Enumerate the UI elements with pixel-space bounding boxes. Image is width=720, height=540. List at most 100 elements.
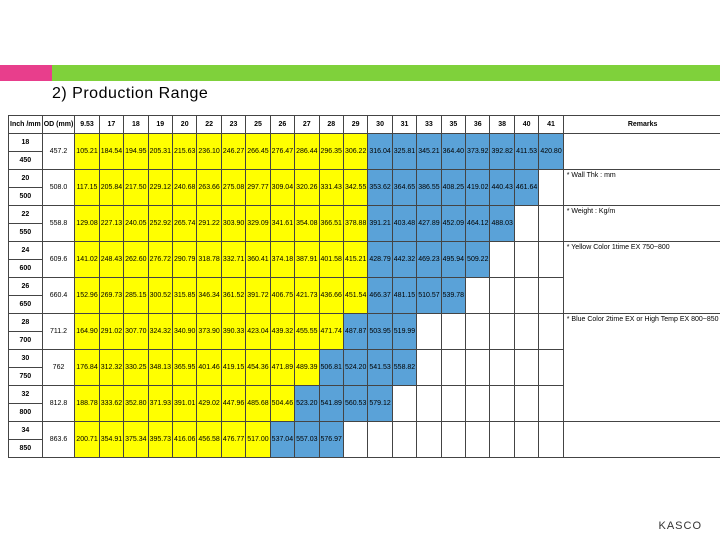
data-cell (514, 278, 538, 314)
data-cell (417, 350, 441, 386)
data-cell: 246.27 (221, 134, 245, 170)
data-cell: 252.92 (148, 206, 172, 242)
data-cell: 297.77 (246, 170, 270, 206)
data-cell: 537.04 (270, 422, 294, 458)
data-cell: 386.55 (417, 170, 441, 206)
data-cell: 364.65 (392, 170, 416, 206)
data-cell: 456.58 (197, 422, 221, 458)
data-cell: 411.53 (514, 134, 538, 170)
data-cell: 365.95 (172, 350, 196, 386)
col-header: 22 (197, 116, 221, 134)
data-cell: 442.32 (392, 242, 416, 278)
data-cell: 373.90 (197, 314, 221, 350)
data-cell: 495.94 (441, 242, 465, 278)
data-cell: 419.02 (466, 170, 490, 206)
data-cell: 510.57 (417, 278, 441, 314)
data-cell: 354.91 (99, 422, 123, 458)
row-header-inch: 850 (9, 440, 43, 458)
data-cell (539, 170, 563, 206)
data-cell: 275.08 (221, 170, 245, 206)
data-cell: 558.8 (42, 206, 75, 242)
data-cell: 360.41 (246, 242, 270, 278)
remarks-cell: * Wall Thk : mm (563, 170, 720, 206)
data-cell: 419.15 (221, 350, 245, 386)
col-header: 29 (343, 116, 367, 134)
data-cell (441, 350, 465, 386)
data-cell: 427.89 (417, 206, 441, 242)
data-cell (490, 350, 514, 386)
data-cell (539, 278, 563, 314)
data-cell: 523.20 (295, 386, 319, 422)
data-cell (343, 422, 367, 458)
row-header-inch: 20 (9, 170, 43, 188)
data-cell (490, 314, 514, 350)
accent-pink (0, 65, 52, 81)
data-cell: 263.66 (197, 170, 221, 206)
data-cell: 391.21 (368, 206, 392, 242)
data-cell: 476.77 (221, 422, 245, 458)
data-cell: 519.99 (392, 314, 416, 350)
data-cell: 471.74 (319, 314, 343, 350)
data-cell: 361.52 (221, 278, 245, 314)
data-cell: 276.47 (270, 134, 294, 170)
data-cell: 306.22 (343, 134, 367, 170)
data-cell (466, 422, 490, 458)
data-cell: 325.81 (392, 134, 416, 170)
data-cell (490, 422, 514, 458)
data-cell: 395.73 (148, 422, 172, 458)
data-cell: 353.62 (368, 170, 392, 206)
row-header-inch: 450 (9, 152, 43, 170)
data-cell (466, 314, 490, 350)
data-cell: 354.08 (295, 206, 319, 242)
data-cell (490, 386, 514, 422)
col-header: Inch /mm (9, 116, 43, 134)
data-cell (539, 386, 563, 422)
data-cell: 489.39 (295, 350, 319, 386)
data-cell: 408.25 (441, 170, 465, 206)
data-cell: 117.15 (75, 170, 99, 206)
row-header-inch: 30 (9, 350, 43, 368)
data-cell: 378.88 (343, 206, 367, 242)
data-cell: 560.53 (343, 386, 367, 422)
col-header: 30 (368, 116, 392, 134)
row-header-inch: 34 (9, 422, 43, 440)
data-cell: 420.80 (539, 134, 563, 170)
data-cell (466, 386, 490, 422)
data-cell (392, 422, 416, 458)
data-cell: 485.68 (246, 386, 270, 422)
data-cell: 711.2 (42, 314, 75, 350)
data-cell: 452.09 (441, 206, 465, 242)
data-cell: 331.43 (319, 170, 343, 206)
data-cell: 342.55 (343, 170, 367, 206)
data-cell: 415.21 (343, 242, 367, 278)
row-header-inch: 18 (9, 134, 43, 152)
row-header-inch: 28 (9, 314, 43, 332)
data-cell: 423.04 (246, 314, 270, 350)
data-cell: 262.60 (124, 242, 148, 278)
data-cell: 457.2 (42, 134, 75, 170)
data-cell: 428.79 (368, 242, 392, 278)
data-cell: 348.13 (148, 350, 172, 386)
data-cell: 509.22 (466, 242, 490, 278)
data-cell: 469.23 (417, 242, 441, 278)
data-cell: 488.03 (490, 206, 514, 242)
col-header: 28 (319, 116, 343, 134)
data-cell: 205.31 (148, 134, 172, 170)
data-cell (514, 350, 538, 386)
data-cell: 401.46 (197, 350, 221, 386)
data-cell: 508.0 (42, 170, 75, 206)
data-cell: 440.43 (490, 170, 514, 206)
production-range-table: Inch /mmOD (mm)9.53171819202223252627282… (8, 115, 712, 458)
data-cell: 447.96 (221, 386, 245, 422)
data-cell: 303.90 (221, 206, 245, 242)
data-cell: 373.92 (466, 134, 490, 170)
data-cell: 300.52 (148, 278, 172, 314)
col-header: 25 (246, 116, 270, 134)
data-cell: 391.72 (246, 278, 270, 314)
data-cell: 164.90 (75, 314, 99, 350)
data-cell: 188.78 (75, 386, 99, 422)
data-cell: 215.63 (172, 134, 196, 170)
data-cell: 461.64 (514, 170, 538, 206)
remarks-cell: * Weight : Kg/m (563, 206, 720, 242)
data-cell (539, 422, 563, 458)
